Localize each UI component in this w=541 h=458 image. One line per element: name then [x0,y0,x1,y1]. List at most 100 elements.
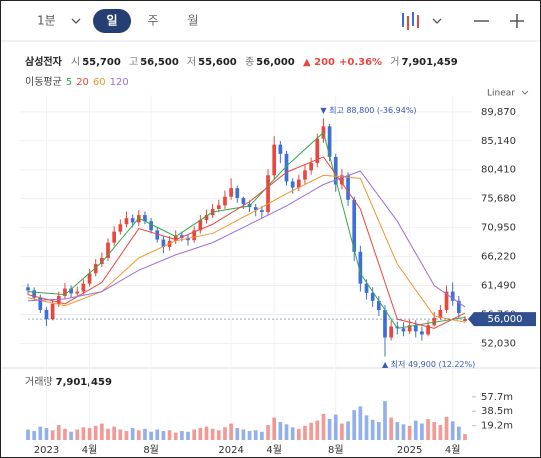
volume-tick-label: 38.5m [481,406,513,417]
volume-bar [198,428,203,440]
volume-bar [210,428,215,440]
candle-body [26,287,30,291]
volume-bar [216,430,221,440]
chart-type-icon[interactable] [402,12,419,30]
field-label: 시 [71,56,80,68]
y-tick-label: 61,490 [481,281,516,292]
volume-bar [413,420,418,440]
y-tick-label: 70,950 [481,223,516,234]
candle-body [235,188,240,198]
y-tick-label: 66,220 [481,252,516,263]
scale-toggle[interactable]: Linear [487,89,515,99]
candle-body [376,300,381,310]
ma-legend-entry: 5 [66,77,72,88]
ma-legend-entry: 120 [110,77,129,88]
candle-body [272,144,277,176]
volume-bar [93,425,98,440]
candle-body [93,264,98,274]
stock-name: 삼성전자 [25,55,63,68]
selected-pill [93,9,131,33]
interval-1m[interactable]: 1분 [37,14,56,28]
interval-week[interactable]: 주 [147,14,158,28]
candle-body [327,126,332,157]
y-tick-label: 80,410 [481,165,516,176]
volume-bar [69,431,73,440]
volume-bar [161,431,166,440]
volume-bar [204,426,209,440]
volume-bar [253,430,258,440]
candle-body [75,291,80,294]
x-tick-label: 4월 [82,444,98,456]
candle-body [284,153,289,182]
zoom-in[interactable] [510,14,524,28]
interval-day[interactable]: 일 [106,14,117,28]
volume-bar [130,428,135,440]
field-value: 56,500 [140,57,179,68]
volume-bar [155,429,160,440]
candle-body [383,309,387,338]
volume-bar [432,422,437,440]
candle-body [395,326,400,329]
candle-body [260,210,264,213]
candle-body [407,325,412,332]
field-label: 고 [129,57,138,68]
chart-type-dropdown[interactable] [432,18,442,24]
candle-body [124,218,129,225]
x-tick-label: 8월 [143,444,159,456]
scale-dropdown[interactable] [521,90,529,95]
volume-bar [118,429,123,440]
volume-bar [346,421,350,440]
ma-legend-entry: 60 [93,77,106,88]
candle-body [63,288,67,296]
volume-bar [260,431,264,440]
volume-bar [444,416,449,440]
volume-bar [143,428,147,440]
interval-month[interactable]: 월 [187,14,198,28]
volume-bar [63,428,67,440]
candle-body [69,288,73,294]
volume-bar [100,423,104,440]
ma-label: 이동평균 [25,76,62,88]
volume-bar [112,426,117,440]
volume-bar [136,430,141,440]
candle-body [463,319,467,321]
candle-body [106,242,110,258]
candle-body [44,309,49,320]
x-tick-label: 4월 [445,444,461,456]
candle-body [130,218,135,223]
volume-bar [296,428,301,440]
candle-body [143,215,147,222]
candle-body [198,219,203,231]
quote-line: 삼성전자 시 55,700 고 56,500 저 55,600 종 56,000 ▲ 2… [25,55,458,68]
candle-body [278,144,283,154]
volume-bar [438,425,443,440]
candle-body [253,207,258,211]
volume-bar [450,421,455,440]
candle-body [38,297,43,310]
volume-bar [235,428,240,440]
volume-bar [376,422,381,440]
candle-body [370,292,375,301]
candle-body [149,221,153,231]
volume-bar [44,428,49,440]
volume-bar [81,427,86,440]
volume-bar [50,430,55,440]
candle-body [290,181,295,188]
volume-bar [173,432,178,440]
volume-bar [383,401,387,440]
volume-bar [456,426,461,440]
field-label: 거 [390,56,399,68]
volume-bar [303,425,307,440]
volume-total: 7,901,459 [56,377,112,388]
current-price-label: 56,000 [488,314,523,325]
ma-legend-entry: 20 [76,77,89,88]
candle-body [401,328,406,332]
volume-bar [358,406,363,440]
volume-bar [32,431,37,440]
current-price-box [468,312,536,327]
candle-body [50,303,55,320]
candle-body [161,239,166,247]
interval-dropdown[interactable] [71,18,81,24]
x-tick-label: 4월 [266,444,282,456]
